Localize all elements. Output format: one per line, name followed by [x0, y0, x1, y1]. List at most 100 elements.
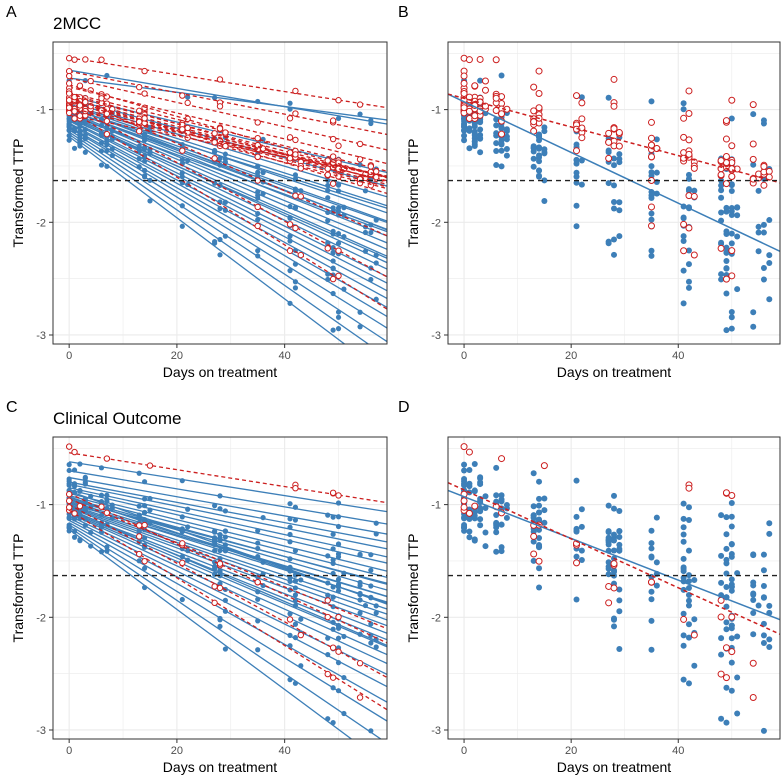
subject-point-red [335, 142, 342, 149]
pooled-point-blue [723, 719, 730, 726]
pooled-point-blue [541, 519, 548, 526]
subject-point-blue [335, 181, 342, 187]
subject-point-blue [287, 268, 293, 274]
subject-point-blue [212, 566, 218, 572]
pooled-point-blue [482, 493, 489, 500]
y-axis-title: Transformed TTP [405, 534, 421, 643]
pooled-point-red [680, 615, 688, 623]
pooled-point-red [492, 56, 500, 64]
subject-point-red [324, 165, 331, 172]
subject-point-blue [373, 260, 379, 266]
subject-point-blue [104, 544, 110, 550]
subject-point-blue [287, 300, 293, 306]
pooled-point-blue [685, 584, 692, 591]
subject-point-blue [98, 549, 105, 555]
subject-point-red [356, 660, 364, 667]
pooled-point-blue [766, 252, 773, 259]
pooled-point-blue [685, 278, 692, 285]
subject-point-blue [368, 117, 374, 123]
subject-point-blue [357, 590, 363, 597]
pooled-point-blue [723, 228, 730, 235]
subject-fit-line-blue [68, 513, 387, 656]
subject-fit-line-red [68, 97, 387, 195]
pooled-point-blue [680, 267, 687, 274]
pooled-point-blue [530, 557, 537, 564]
subject-point-blue [330, 244, 336, 251]
pooled-point-blue [760, 221, 767, 228]
pooled-point-blue [503, 146, 510, 153]
subject-point-blue [66, 482, 72, 488]
panel-c: C Clinical Outcome 0 20 40 -1 -2 -3 Days on trea… [6, 399, 388, 775]
pooled-point-blue [605, 502, 612, 509]
pooled-point-blue [728, 181, 735, 188]
pooled-point-red [728, 648, 736, 656]
subject-point-red [335, 247, 342, 254]
subject-point-blue [147, 177, 153, 183]
subject-point-red [356, 101, 364, 108]
subject-point-blue [179, 170, 185, 176]
subject-point-blue [287, 100, 293, 106]
subject-fit-line-blue [68, 519, 387, 688]
subject-point-blue [98, 492, 105, 498]
subject-fit-line-red [69, 57, 387, 109]
subject-point-blue [82, 149, 88, 155]
pooled-point-blue [541, 507, 548, 514]
subject-point-blue [77, 141, 83, 147]
subject-point-blue [368, 552, 374, 558]
subject-point-red [179, 92, 186, 99]
subject-fit-line-blue [68, 136, 346, 344]
pooled-point-blue [573, 173, 580, 180]
subject-point-blue [222, 608, 228, 614]
subject-point-red [141, 67, 148, 75]
pooled-point-blue [680, 676, 687, 683]
subject-point-blue [325, 512, 331, 518]
pooled-point-blue [766, 520, 773, 527]
subject-point-blue [287, 539, 293, 545]
pooled-point-blue [477, 149, 484, 156]
subject-point-red [141, 521, 148, 529]
pooled-point-blue [536, 478, 543, 485]
pooled-point-blue [616, 534, 623, 541]
pooled-point-red [530, 107, 538, 115]
subject-point-red [222, 129, 229, 136]
subject-point-red [65, 72, 73, 80]
subject-point-blue [66, 462, 72, 468]
pooled-point-blue [616, 646, 623, 653]
subject-point-blue [287, 677, 293, 683]
pooled-point-blue [718, 512, 725, 519]
subject-point-blue [255, 195, 261, 201]
subject-point-red [65, 104, 73, 111]
pooled-point-blue [573, 553, 580, 560]
subject-point-red [103, 509, 111, 517]
pooled-point-blue [466, 516, 473, 523]
subject-point-red [141, 558, 148, 565]
pooled-point-blue [680, 237, 687, 244]
subject-point-red [184, 99, 191, 107]
subject-point-blue [255, 173, 261, 179]
pooled-point-red [717, 613, 725, 621]
subject-fit-line-red [69, 106, 387, 190]
pooled-point-blue [755, 248, 762, 255]
pooled-point-blue [685, 284, 692, 291]
subject-point-blue [141, 167, 148, 174]
pooled-point-blue [760, 229, 767, 236]
pooled-point-blue [536, 584, 543, 591]
subject-point-red [329, 275, 337, 283]
subject-point-blue [292, 634, 299, 641]
y-tick-label: -1 [36, 500, 46, 512]
subject-fit-line-red [69, 108, 387, 177]
subject-point-blue [362, 188, 369, 194]
pooled-point-blue [750, 596, 757, 603]
subject-point-blue [185, 506, 191, 512]
subject-fit-line-blue [69, 69, 387, 125]
subject-point-blue [335, 660, 342, 666]
subject-fit-line-blue [68, 118, 387, 259]
pooled-point-blue [541, 177, 548, 184]
x-tick-label: 0 [461, 745, 467, 757]
pooled-point-red [578, 124, 586, 132]
subject-point-red [254, 134, 261, 142]
pooled-point-blue [685, 680, 692, 687]
pooled-point-blue [728, 540, 735, 547]
pooled-point-blue [611, 155, 617, 162]
subject-point-blue [255, 647, 261, 653]
